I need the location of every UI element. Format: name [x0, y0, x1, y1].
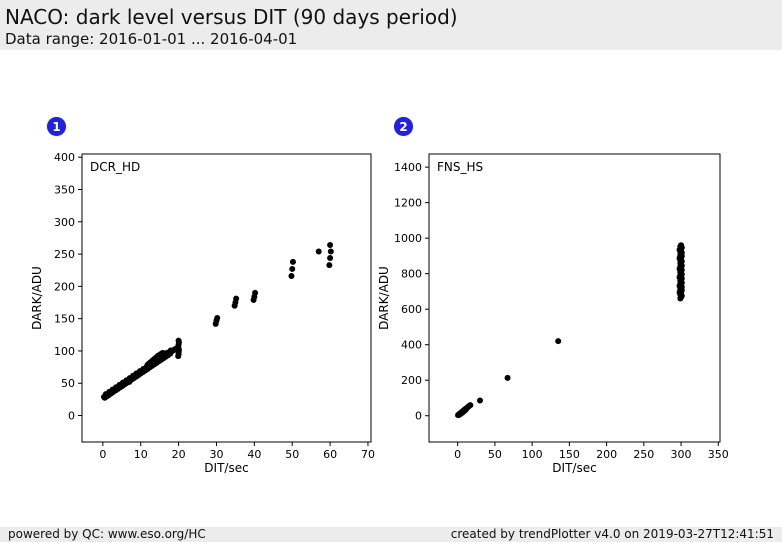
y-axis-label: DARK/ADU: [377, 266, 391, 330]
data-point: [678, 242, 685, 249]
page-title: NACO: dark level versus DIT (90 days per…: [5, 5, 458, 29]
y-tick-label: 50: [61, 377, 75, 390]
data-point: [327, 248, 334, 255]
x-axis-label: DIT/sec: [204, 461, 248, 475]
data-points: [100, 242, 334, 401]
data-point: [327, 242, 334, 249]
x-tick-label: 30: [209, 448, 223, 461]
plot-inner-label: FNS_HS: [437, 160, 483, 174]
x-tick-label: 150: [559, 448, 580, 461]
data-point: [326, 262, 333, 269]
x-tick-label: 70: [361, 448, 375, 461]
footer-powered-by: powered by QC: www.eso.org/HC: [8, 527, 206, 541]
y-tick-label: 200: [54, 280, 75, 293]
x-tick-label: 0: [99, 448, 106, 461]
data-points: [455, 242, 685, 419]
y-tick-label: 300: [54, 216, 75, 229]
data-point: [462, 407, 469, 414]
data-point: [327, 254, 334, 261]
data-point: [504, 374, 511, 381]
data-point: [477, 397, 484, 404]
y-tick-label: 1000: [394, 232, 422, 245]
plot-box: [81, 153, 372, 443]
page-footer: powered by QC: www.eso.org/HC created by…: [0, 527, 782, 542]
plot-2-fns-hs: 0 50 100 150 200 250 300 350 0 200 400 600 800 1000 12…: [377, 153, 729, 475]
y-tick-label: 1400: [394, 161, 422, 174]
y-tick-label: 400: [54, 151, 75, 164]
x-tick-label: 250: [633, 448, 654, 461]
plot-box: [428, 153, 721, 443]
data-point: [252, 289, 259, 296]
page-header: NACO: dark level versus DIT (90 days per…: [0, 0, 782, 50]
data-point: [467, 402, 474, 409]
plots-canvas: 0 10 20 30 40 50 60 70 0 50 100 150 200 250 300 350 400 D…: [30, 151, 729, 475]
data-point: [289, 258, 296, 265]
plot-1-badge[interactable]: 1: [47, 117, 66, 136]
x-tick-label: 10: [134, 448, 148, 461]
data-point: [555, 338, 562, 345]
y-tick-label: 400: [401, 339, 422, 352]
x-tick-label: 50: [488, 448, 502, 461]
footer-created-by: created by trendPlotter v4.0 on 2019-03-…: [450, 527, 774, 541]
x-tick-label: 350: [708, 448, 729, 461]
y-tick-label: 250: [54, 248, 75, 261]
y-tick-label: 0: [415, 410, 422, 423]
x-tick-label: 100: [522, 448, 543, 461]
y-tick-label: 800: [401, 268, 422, 281]
plot-2-badge[interactable]: 2: [394, 117, 413, 136]
x-tick-label: 50: [285, 448, 299, 461]
data-point: [315, 248, 322, 255]
y-tick-label: 200: [401, 374, 422, 387]
x-tick-label: 0: [454, 448, 461, 461]
plot-1-dcr-hd: 0 10 20 30 40 50 60 70 0 50 100 150 200 250 300 350 400 D…: [30, 151, 375, 475]
x-tick-label: 60: [323, 448, 337, 461]
data-point: [167, 347, 174, 354]
y-axis-label: DARK/ADU: [30, 266, 44, 330]
data-point: [214, 315, 221, 322]
y-tick-label: 600: [401, 303, 422, 316]
x-axis-label: DIT/sec: [552, 461, 596, 475]
plot-inner-label: DCR_HD: [90, 160, 140, 174]
data-point: [175, 337, 182, 344]
data-point: [233, 295, 240, 302]
date-range: Data range: 2016-01-01 ... 2016-04-01: [5, 30, 298, 48]
x-tick-label: 20: [172, 448, 186, 461]
x-tick-label: 200: [596, 448, 617, 461]
y-tick-label: 100: [54, 345, 75, 358]
y-tick-label: 1200: [394, 197, 422, 210]
data-point: [159, 349, 166, 356]
y-tick-label: 150: [54, 313, 75, 326]
y-tick-label: 350: [54, 184, 75, 197]
x-tick-label: 300: [671, 448, 692, 461]
data-point: [288, 273, 295, 280]
y-tick-label: 0: [68, 410, 75, 423]
x-tick-label: 40: [247, 448, 261, 461]
data-point: [289, 265, 296, 272]
